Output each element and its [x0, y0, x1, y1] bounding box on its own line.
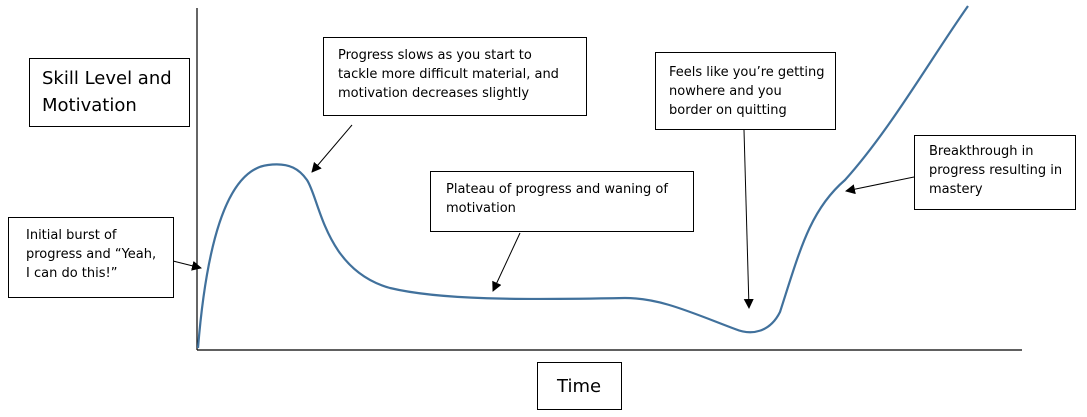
nowhere-line-2: nowhere and you [669, 84, 782, 99]
progress-slows-line-2: tackle more difficult material, and [338, 67, 559, 82]
x-axis-label-box: Time [537, 362, 622, 410]
annotation-progress-slows: Progress slows as you start to tackle mo… [323, 37, 587, 116]
annotation-plateau: Plateau of progress and waning of motiva… [430, 171, 694, 232]
breakthrough-line-1: Breakthrough in [929, 144, 1034, 159]
arrow-plateau [492, 232, 521, 292]
skill-curve [196, 5, 969, 349]
progress-slows-line-3: motivation decreases slightly [338, 86, 530, 101]
y-axis-label-box: Skill Level and Motivation [29, 58, 190, 127]
plateau-line-1: Plateau of progress and waning of [446, 182, 668, 197]
arrow-initial-burst [172, 260, 202, 271]
nowhere-line-3: border on quitting [669, 103, 787, 118]
progress-slows-line-1: Progress slows as you start to [338, 48, 532, 63]
y-axis-label-line-1: Skill Level and [42, 68, 172, 89]
arrow-nowhere [743, 129, 754, 309]
initial-burst-line-1: Initial burst of [26, 228, 117, 243]
nowhere-line-1: Feels like you’re getting [669, 65, 825, 80]
annotation-breakthrough: Breakthrough in progress resulting in ma… [914, 135, 1076, 210]
annotation-nowhere: Feels like you’re getting nowhere and yo… [655, 52, 836, 130]
breakthrough-line-3: mastery [929, 182, 983, 197]
breakthrough-line-2: progress resulting in [929, 163, 1063, 178]
y-axis-label-line-2: Motivation [42, 95, 137, 116]
x-axis-label: Time [557, 376, 602, 397]
initial-burst-line-3: I can do this!” [26, 266, 118, 281]
plateau-line-2: motivation [446, 201, 516, 216]
arrow-breakthrough [845, 176, 915, 195]
annotation-initial-burst: Initial burst of progress and “Yeah, I c… [8, 217, 174, 298]
arrow-progress-slows [311, 124, 353, 173]
initial-burst-line-2: progress and “Yeah, [26, 247, 157, 262]
